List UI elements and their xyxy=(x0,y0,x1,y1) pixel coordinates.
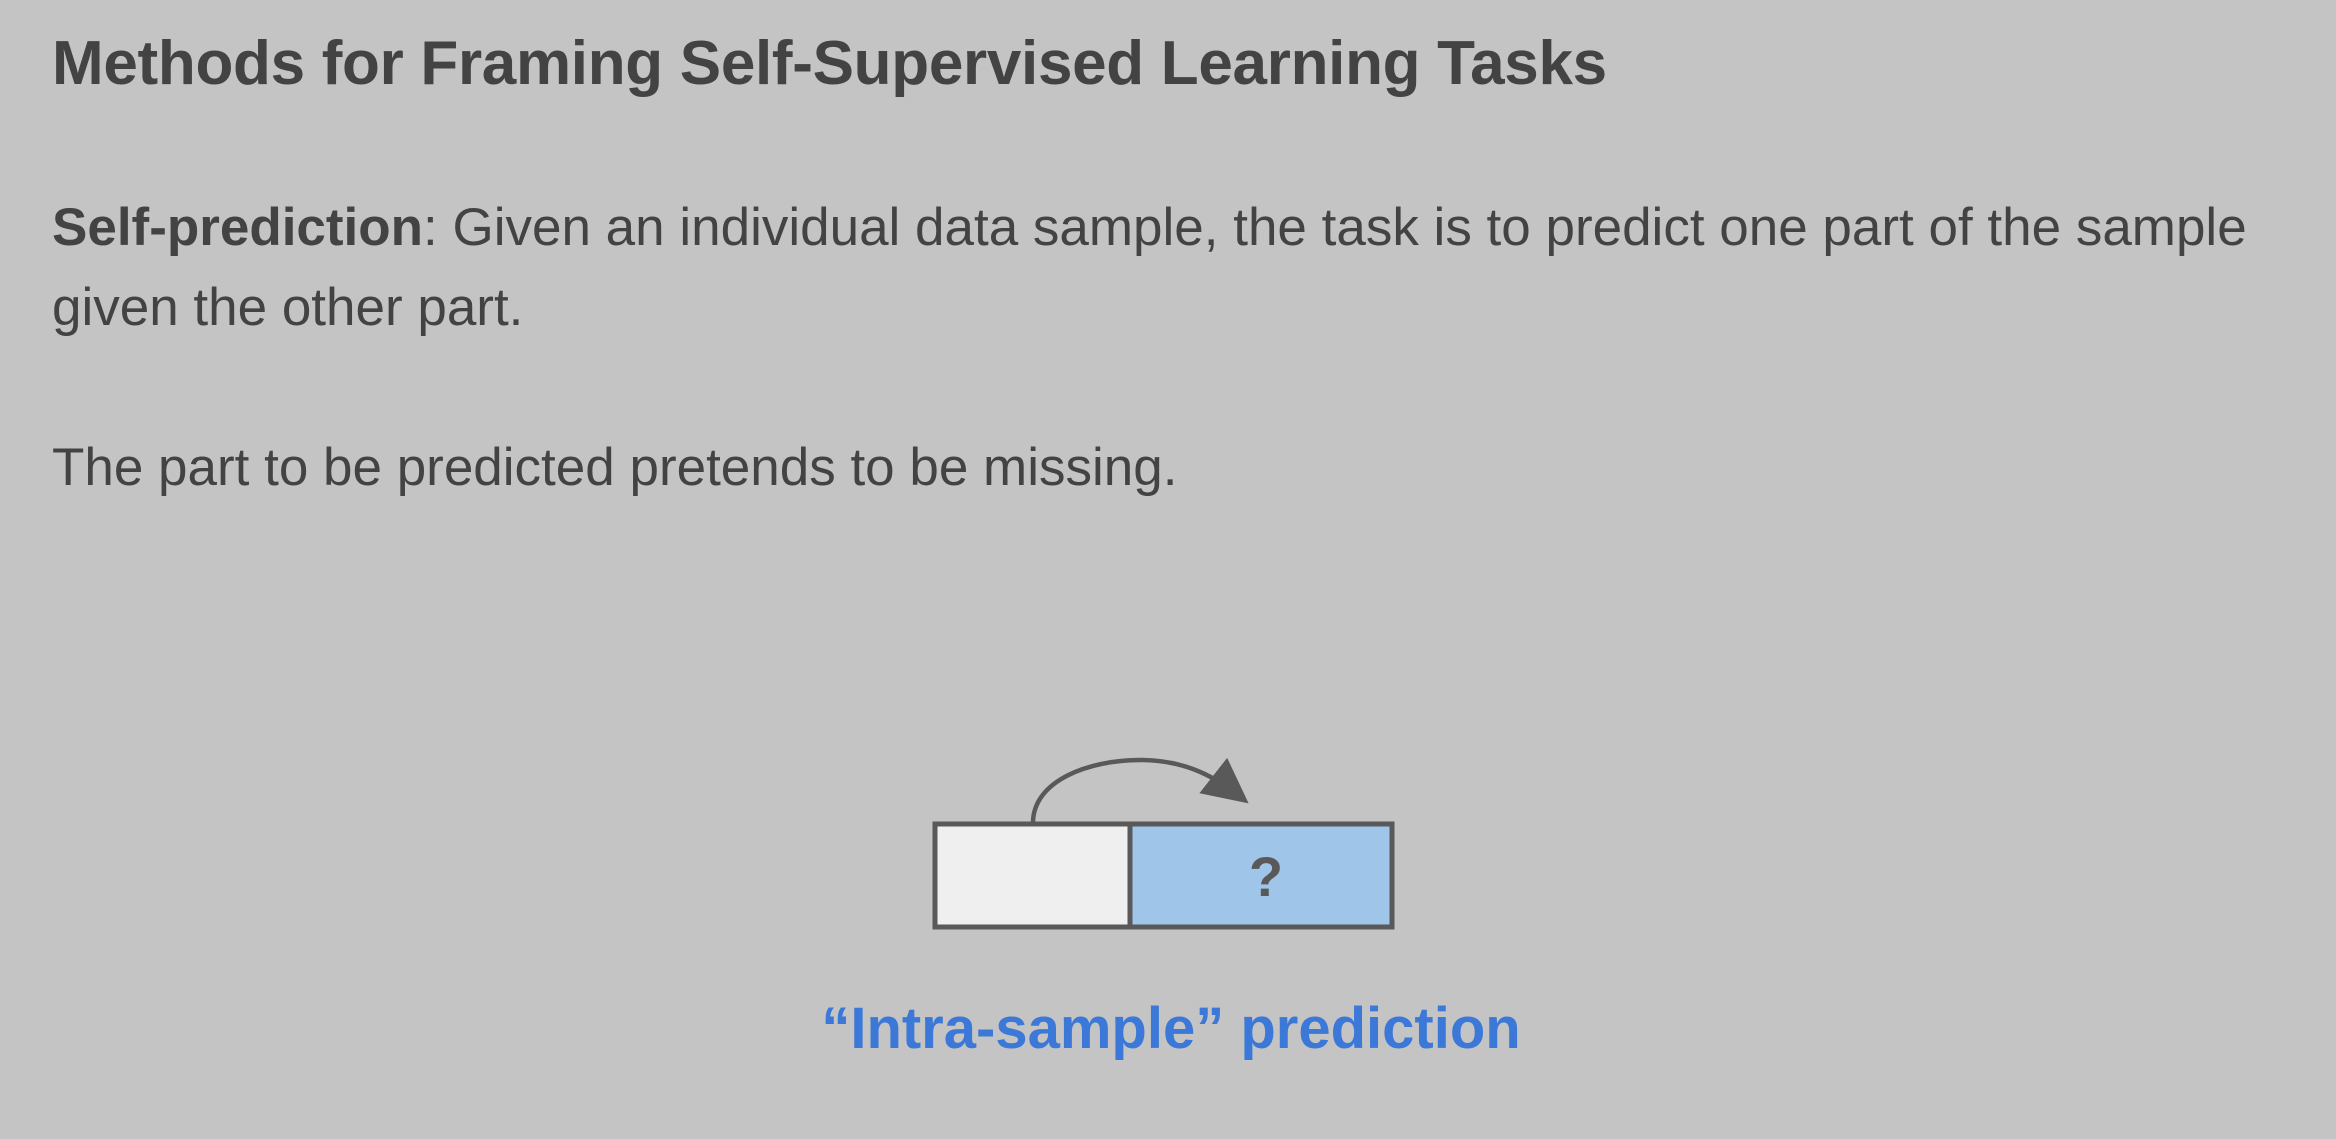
known-part-box xyxy=(932,821,1148,930)
definition-term: Self-prediction xyxy=(52,198,424,257)
missing-part-box xyxy=(1127,821,1395,930)
slide-title: Methods for Framing Self-Supervised Lear… xyxy=(52,29,1607,98)
missing-part-question-mark: ? xyxy=(1249,845,1283,908)
definition-text: Given an individual data sample, the tas… xyxy=(52,198,2247,337)
intra-sample-diagram: ? xyxy=(932,757,1395,930)
caption-text: “Intra-sample” prediction xyxy=(821,996,1521,1061)
missing-part-note: The part to be predicted pretends to be … xyxy=(52,438,1178,497)
prediction-arrow xyxy=(1030,757,1249,824)
definition-separator: : xyxy=(423,198,453,257)
definition-paragraph: Self-prediction: Given an individual dat… xyxy=(52,188,2282,348)
diagram-caption: “Intra-sample” prediction xyxy=(0,995,2336,1062)
